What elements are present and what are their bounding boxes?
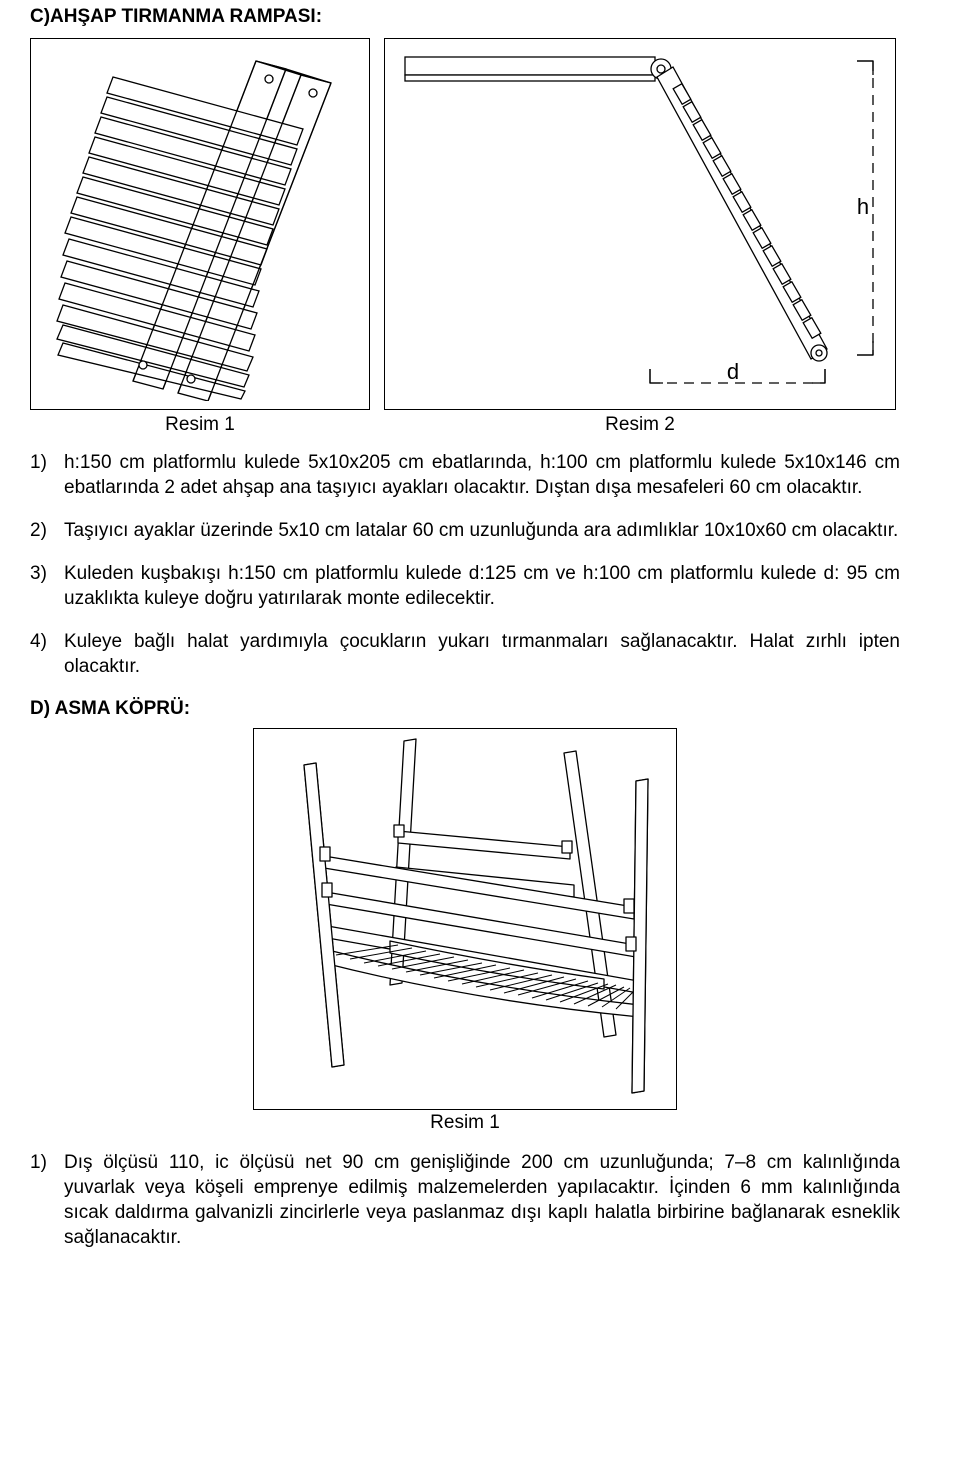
dim-h-label: h xyxy=(857,194,869,219)
list-item-text: Taşıyıcı ayaklar üzerinde 5x10 cm latala… xyxy=(64,518,900,543)
section-d-list: 1) Dış ölçüsü 110, ic ölçüsü net 90 cm g… xyxy=(30,1150,900,1250)
figure-c1 xyxy=(30,38,370,410)
figure-d-wrap xyxy=(30,728,900,1110)
figure-d1-caption: Resim 1 xyxy=(430,1112,500,1134)
list-item-text: Kuleye bağlı halat yardımıyla çocukların… xyxy=(64,629,900,679)
figure-c2-caption: Resim 2 xyxy=(384,414,896,436)
bridge-svg xyxy=(264,735,668,1105)
section-c-list: 1) h:150 cm platformlu kulede 5x10x205 c… xyxy=(30,450,900,680)
figure-d1 xyxy=(253,728,677,1110)
section-d-title: D) ASMA KÖPRÜ: xyxy=(30,698,900,720)
section-c-title: C)AHŞAP TIRMANMA RAMPASI: xyxy=(30,6,900,28)
list-item-text: Dış ölçüsü 110, ic ölçüsü net 90 cm geni… xyxy=(64,1150,900,1250)
list-item: 2) Taşıyıcı ayaklar üzerinde 5x10 cm lat… xyxy=(30,518,900,543)
figure-d1-caption-row: Resim 1 xyxy=(30,1112,900,1134)
list-item-number: 3) xyxy=(30,561,64,611)
figures-row-c: d h xyxy=(30,38,900,410)
list-item: 3) Kuleden kuşbakışı h:150 cm platformlu… xyxy=(30,561,900,611)
list-item-text: Kuleden kuşbakışı h:150 cm platformlu ku… xyxy=(64,561,900,611)
list-item: 1) Dış ölçüsü 110, ic ölçüsü net 90 cm g… xyxy=(30,1150,900,1250)
dim-d-label: d xyxy=(727,359,739,384)
ramp-side-svg: d h xyxy=(395,49,887,401)
list-item-number: 1) xyxy=(30,450,64,500)
page: C)AHŞAP TIRMANMA RAMPASI: xyxy=(0,0,960,1466)
list-item-number: 1) xyxy=(30,1150,64,1250)
list-item-text: h:150 cm platformlu kulede 5x10x205 cm e… xyxy=(64,450,900,500)
captions-row-c: Resim 1 Resim 2 xyxy=(30,414,900,436)
figure-c1-caption: Resim 1 xyxy=(30,414,370,436)
ramp-perspective-svg xyxy=(41,49,361,401)
list-item-number: 4) xyxy=(30,629,64,679)
list-item-number: 2) xyxy=(30,518,64,543)
list-item: 1) h:150 cm platformlu kulede 5x10x205 c… xyxy=(30,450,900,500)
list-item: 4) Kuleye bağlı halat yardımıyla çocukla… xyxy=(30,629,900,679)
figure-c2: d h xyxy=(384,38,896,410)
